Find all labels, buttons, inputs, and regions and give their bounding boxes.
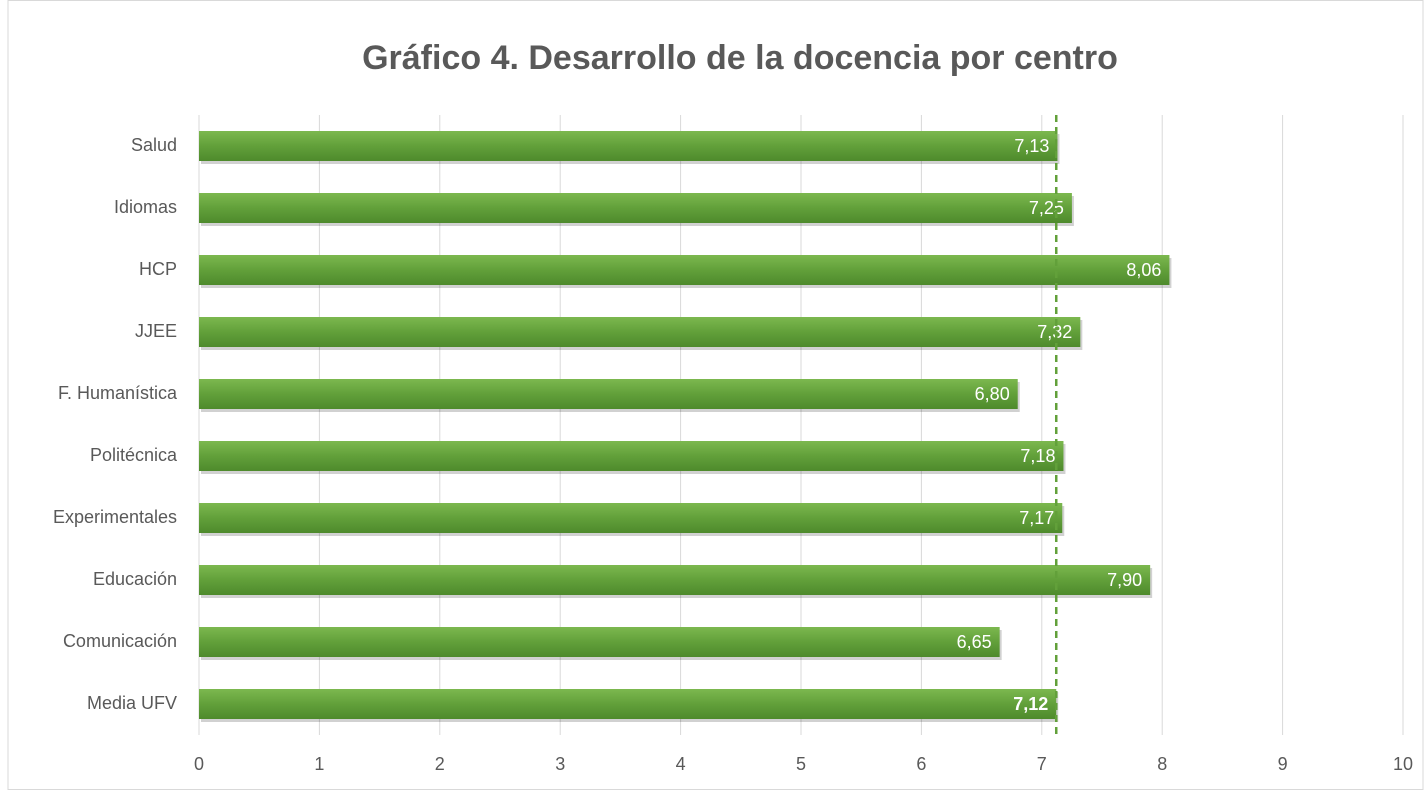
y-tick-label: F. Humanística: [58, 383, 178, 403]
value-label: 7,18: [1020, 446, 1055, 466]
bar: [199, 689, 1057, 719]
y-tick-label: Politécnica: [90, 445, 178, 465]
x-tick-label: 1: [314, 754, 324, 774]
y-tick-label: JJEE: [135, 321, 177, 341]
value-label: 8,06: [1126, 260, 1161, 280]
x-tick-label: 5: [796, 754, 806, 774]
y-tick-label: HCP: [139, 259, 177, 279]
value-label: 7,13: [1014, 136, 1049, 156]
x-tick-label: 7: [1037, 754, 1047, 774]
bar: [199, 503, 1063, 533]
value-label: 7,32: [1037, 322, 1072, 342]
bar: [199, 565, 1151, 595]
bar: [199, 255, 1170, 285]
bar: [199, 627, 1000, 657]
x-tick-label: 6: [916, 754, 926, 774]
x-tick-label: 10: [1393, 754, 1413, 774]
x-tick-label: 4: [676, 754, 686, 774]
y-tick-label: Idiomas: [114, 197, 177, 217]
bar: [199, 441, 1064, 471]
y-tick-label: Comunicación: [63, 631, 177, 651]
bar: [199, 379, 1018, 409]
y-tick-label: Media UFV: [87, 693, 177, 713]
x-tick-label: 9: [1278, 754, 1288, 774]
value-label: 7,90: [1107, 570, 1142, 590]
x-tick-label: 0: [194, 754, 204, 774]
bar: [199, 317, 1081, 347]
y-tick-label: Educación: [93, 569, 177, 589]
value-label: 7,25: [1029, 198, 1064, 218]
bar: [199, 193, 1072, 223]
x-tick-label: 2: [435, 754, 445, 774]
y-tick-label: Salud: [131, 135, 177, 155]
y-tick-label: Experimentales: [53, 507, 177, 527]
value-label: 6,65: [957, 632, 992, 652]
chart-title: Gráfico 4. Desarrollo de la docencia por…: [362, 39, 1118, 77]
value-label: 6,80: [975, 384, 1010, 404]
value-label: 7,17: [1019, 508, 1054, 528]
value-label: 7,12: [1013, 694, 1048, 714]
bar: [199, 131, 1058, 161]
x-tick-label: 3: [555, 754, 565, 774]
x-tick-label: 8: [1157, 754, 1167, 774]
